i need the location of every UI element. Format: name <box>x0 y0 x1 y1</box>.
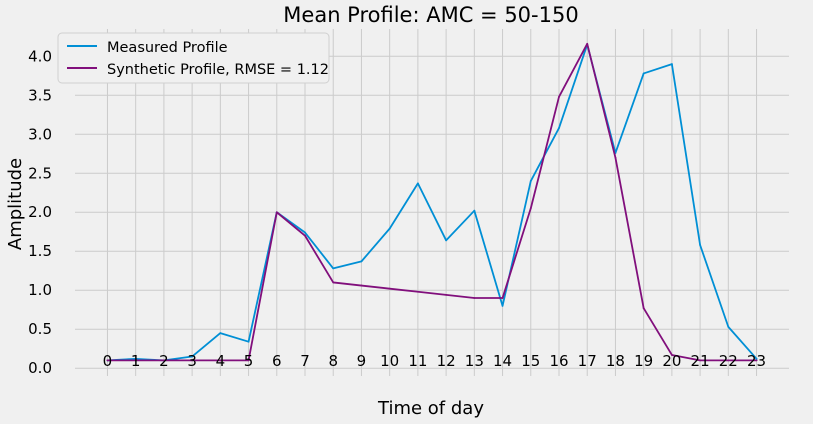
series-1-point-18 <box>614 156 617 159</box>
series-0-point-1 <box>134 357 137 360</box>
tick-labels: 0 1 2 3 4 5 6 7 8 9 10 11 12 13 14 15 16 17 18 19 20 21 22 230.… <box>28 47 766 377</box>
series-0-point-16 <box>558 127 560 129</box>
x-tick-label-19: 19 <box>634 352 653 370</box>
series-1-point-14 <box>501 297 504 299</box>
chart-title: Mean Profile: AMC = 50-150 <box>283 3 578 27</box>
x-tick-label-7: 7 <box>300 352 310 370</box>
legend: Measured Profile Synthetic Profile, RMSE… <box>57 32 330 84</box>
y-tick-label-0.0: 0.0 <box>28 359 52 377</box>
y-tick-label-4.0: 4.0 <box>28 47 52 65</box>
series-line-0 <box>106 43 758 362</box>
series-1-point-12 <box>445 294 448 296</box>
series-0-point-22 <box>727 325 730 328</box>
legend-label-synthetic-profile: Synthetic Profile, RMSE = 1.12 <box>107 62 329 78</box>
series-1-point-9 <box>360 284 363 287</box>
x-tick-label-14: 14 <box>493 352 512 370</box>
series-1-point-10 <box>388 287 391 290</box>
x-tick-label-23: 23 <box>747 352 766 370</box>
series-0-point-12 <box>445 239 448 242</box>
legend-label-measured-profile: Measured Profile <box>107 40 228 56</box>
series-1-point-19 <box>642 307 645 310</box>
x-tick-label-1: 1 <box>131 352 141 370</box>
series-1-point-6 <box>275 211 278 214</box>
series-line-1 <box>106 42 758 362</box>
series-0-point-7 <box>304 231 306 234</box>
series-1-point-0 <box>106 359 109 362</box>
series-0-point-8 <box>332 267 335 270</box>
x-tick-label-11: 11 <box>408 352 427 370</box>
y-axis-title: Amplitude <box>5 158 26 250</box>
series-1-point-22 <box>727 359 730 362</box>
series-1-point-7 <box>304 234 306 237</box>
series-1-point-16 <box>558 95 560 98</box>
x-tick-label-12: 12 <box>437 352 456 370</box>
x-tick-label-2: 2 <box>159 352 169 370</box>
x-tick-label-6: 6 <box>272 352 282 370</box>
series-0-point-4 <box>219 332 222 335</box>
x-tick-label-20: 20 <box>662 352 681 370</box>
x-tick-label-22: 22 <box>719 352 738 370</box>
y-tick-label-1.5: 1.5 <box>28 242 52 260</box>
series-0-point-19 <box>642 72 645 75</box>
x-tick-label-17: 17 <box>578 352 597 370</box>
x-tick-label-10: 10 <box>380 352 399 370</box>
series-1-point-23 <box>755 359 758 362</box>
series-0-point-3 <box>191 355 194 358</box>
series-0-point-11 <box>416 182 419 185</box>
legend-box <box>57 32 330 84</box>
x-tick-label-8: 8 <box>328 352 338 370</box>
series-1-point-1 <box>134 359 137 362</box>
x-tick-label-9: 9 <box>357 352 367 370</box>
series-0-point-13 <box>473 209 476 212</box>
y-tick-label-3.5: 3.5 <box>28 86 52 104</box>
series-0-point-14 <box>501 304 504 307</box>
y-tick-label-0.5: 0.5 <box>28 320 52 338</box>
series-0-point-23 <box>755 357 758 360</box>
x-tick-label-5: 5 <box>244 352 254 370</box>
series-1-point-8 <box>332 281 335 284</box>
x-tick-label-0: 0 <box>103 352 113 370</box>
series-1-point-5 <box>247 359 250 362</box>
series-1-point-21 <box>699 359 701 362</box>
x-tick-label-3: 3 <box>187 352 197 370</box>
x-tick-label-4: 4 <box>216 352 226 370</box>
series-1-point-11 <box>416 290 419 293</box>
series-0-point-9 <box>360 260 363 263</box>
y-tick-label-1.0: 1.0 <box>28 281 52 299</box>
series-1-point-20 <box>670 354 673 356</box>
series-1-point-2 <box>163 359 165 362</box>
series-1-point-3 <box>191 359 194 362</box>
x-tick-label-15: 15 <box>521 352 540 370</box>
x-tick-label-18: 18 <box>606 352 625 370</box>
series-1-point-4 <box>219 359 222 362</box>
x-tick-label-13: 13 <box>465 352 484 370</box>
series-0-point-15 <box>529 180 532 182</box>
series-1-point-15 <box>529 207 532 210</box>
x-tick-label-16: 16 <box>549 352 568 370</box>
series-lines <box>106 42 758 362</box>
y-tick-label-2.5: 2.5 <box>28 164 52 182</box>
series-0-point-10 <box>388 227 391 230</box>
x-tick-label-21: 21 <box>691 352 710 370</box>
series-0-point-5 <box>247 340 250 343</box>
series-0-point-20 <box>670 63 673 65</box>
series-0-point-21 <box>699 244 701 246</box>
grid <box>75 29 789 376</box>
series-1-point-17 <box>586 42 589 45</box>
x-axis-title: Time of day <box>377 398 484 419</box>
y-tick-label-3.0: 3.0 <box>28 125 52 143</box>
series-1-point-13 <box>473 297 476 299</box>
y-tick-label-2.0: 2.0 <box>28 203 52 221</box>
